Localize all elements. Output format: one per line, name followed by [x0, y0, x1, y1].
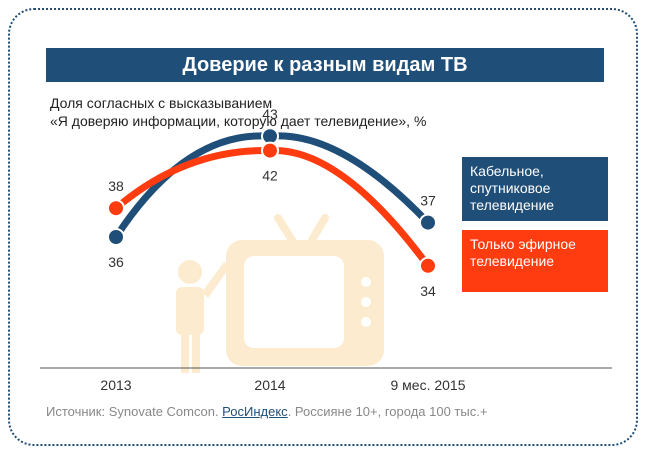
data-label: 43 [262, 106, 278, 122]
data-point [107, 228, 125, 246]
data-label: 42 [262, 168, 278, 184]
source-note: Источник: Synovate Comcon. РосИндекс. Ро… [46, 404, 487, 419]
subtitle-line-1: Доля согласных с высказыванием [50, 95, 273, 111]
chart-subtitle: Доля согласных с высказыванием «Я доверя… [50, 94, 426, 130]
source-link[interactable]: РосИндекс [222, 404, 288, 419]
subtitle-line-2: «Я доверяю информации, которую дает теле… [50, 113, 427, 129]
data-point [419, 256, 437, 275]
chart-frame [8, 8, 638, 446]
data-point [419, 213, 437, 232]
legend-item-air: Только эфирное телевидение [462, 230, 608, 292]
legend-label-air: Только эфирное телевидение [470, 236, 576, 269]
legend-label-cable: Кабельное, спутниковое телевидение [470, 163, 555, 213]
person-icon [176, 260, 230, 373]
data-label: 34 [420, 283, 436, 299]
data-point [261, 141, 279, 160]
tv-icon [226, 214, 384, 366]
data-point [107, 199, 125, 218]
source-suffix: . Россияне 10+, города 100 тыс.+ [287, 404, 488, 419]
source-prefix: Источник: Synovate Comcon. [46, 404, 223, 419]
data-label: 36 [108, 254, 124, 270]
data-label: 37 [420, 193, 436, 209]
x-tick-label: 2014 [254, 377, 285, 393]
chart-title: Доверие к разным видам ТВ [46, 48, 604, 82]
x-tick-label: 2013 [100, 377, 131, 393]
legend-item-cable: Кабельное, спутниковое телевидение [462, 157, 608, 221]
data-label: 38 [108, 178, 124, 194]
x-tick-label: 9 мес. 2015 [390, 377, 465, 393]
